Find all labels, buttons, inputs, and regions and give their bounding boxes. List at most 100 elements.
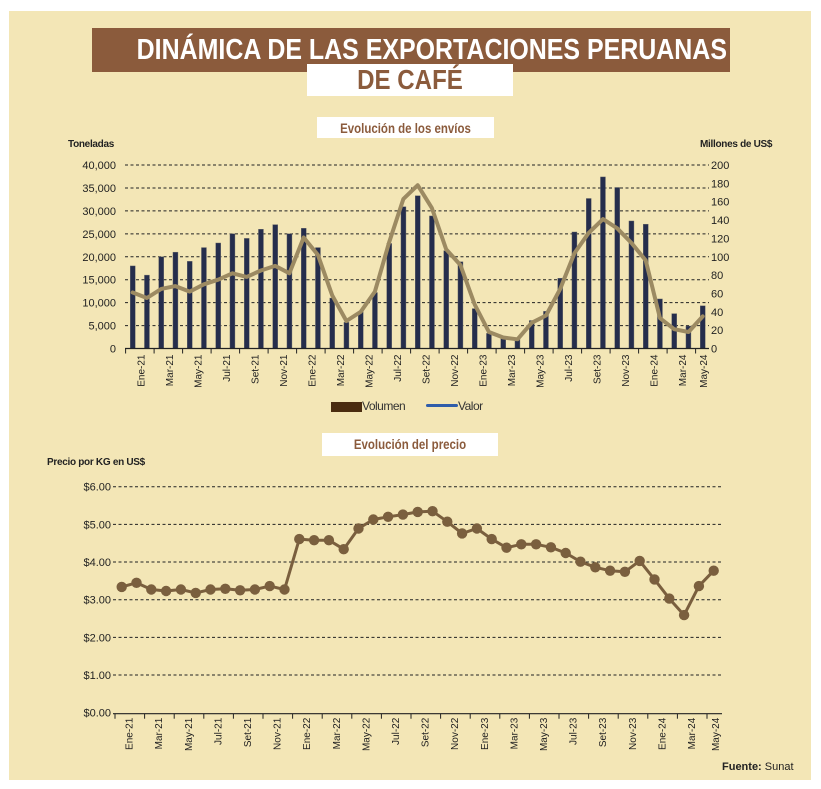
- chart1-left-axis-title: Toneladas: [68, 139, 115, 150]
- point-precio: [190, 587, 201, 599]
- chart2-title: Evolución del precio: [353, 436, 467, 452]
- y-tick-label: $6.00: [83, 482, 111, 494]
- point-precio: [264, 580, 275, 592]
- x-tick-label: Nov-23: [628, 717, 639, 750]
- chart2-axis-title: Precio por KG en US$: [47, 457, 145, 468]
- left-tick-label: 20,000: [82, 252, 116, 264]
- x-tick-label: Set-21: [250, 354, 261, 384]
- point-precio: [220, 583, 231, 594]
- right-tick-label: 40: [711, 307, 723, 319]
- x-tick-label: Jul-23: [569, 717, 580, 745]
- point-precio: [146, 584, 157, 595]
- x-tick-label: Nov-21: [279, 354, 290, 387]
- x-tick-label: May-24: [711, 717, 722, 751]
- point-precio: [442, 516, 453, 527]
- point-precio: [175, 584, 187, 595]
- chart1-right-axis-title: Millones de US$: [700, 139, 773, 150]
- right-tick-label: 120: [711, 233, 729, 245]
- x-tick-label: Set-21: [243, 717, 254, 747]
- left-tick-label: 25,000: [82, 229, 116, 241]
- y-tick-label: $5.00: [83, 519, 111, 531]
- point-precio: [545, 542, 557, 553]
- x-tick-label: Ene-24: [649, 354, 660, 387]
- x-tick-label: Mar-22: [336, 354, 347, 386]
- point-precio: [486, 533, 497, 545]
- chart2-title-box: Evolución del precio: [322, 433, 498, 456]
- right-tick-label: 140: [711, 215, 729, 227]
- point-precio: [604, 565, 616, 576]
- y-tick-label: $4.00: [83, 557, 111, 569]
- x-tick-label: Nov-23: [621, 354, 632, 387]
- x-tick-label: Set-22: [421, 717, 432, 747]
- x-tick-label: Mar-22: [332, 717, 343, 749]
- point-precio: [249, 584, 261, 595]
- source-note: Fuente: Sunat: [722, 761, 794, 773]
- left-tick-label: 5,000: [88, 321, 116, 333]
- point-precio: [678, 609, 690, 621]
- point-precio: [382, 511, 394, 522]
- source-label: Fuente:: [722, 761, 762, 773]
- right-tick-label: 80: [711, 270, 723, 282]
- x-tick-label: May-24: [699, 354, 710, 388]
- point-precio: [323, 535, 335, 546]
- right-tick-label: 60: [711, 288, 723, 300]
- point-precio: [575, 556, 586, 567]
- page-subtitle: DE CAFÉ: [357, 64, 463, 95]
- point-precio: [338, 544, 349, 555]
- left-tick-label: 0: [110, 344, 116, 356]
- x-tick-label: Ene-23: [480, 717, 491, 750]
- x-tick-label: May-22: [364, 354, 375, 388]
- x-tick-label: Nov-21: [273, 717, 284, 750]
- y-tick-label: $3.00: [83, 595, 111, 607]
- x-tick-label: May-21: [193, 354, 204, 388]
- right-tick-label: 200: [711, 160, 729, 172]
- right-tick-label: 160: [711, 197, 729, 209]
- legend-valor-label: Valor: [458, 399, 483, 413]
- point-precio: [501, 542, 512, 553]
- left-tick-label: 40,000: [82, 160, 116, 172]
- x-tick-label: Ene-21: [136, 354, 147, 387]
- right-tick-label: 20: [711, 325, 723, 337]
- chart1-title: Evolución de los envíos: [340, 120, 471, 136]
- point-precio: [427, 506, 438, 517]
- point-precio: [308, 535, 320, 546]
- point-precio: [664, 593, 675, 604]
- point-precio: [649, 574, 660, 585]
- y-tick-label: $0.00: [83, 708, 111, 720]
- left-tick-label: 10,000: [82, 298, 116, 310]
- x-tick-label: Ene-21: [125, 717, 136, 750]
- point-precio: [234, 585, 246, 596]
- x-tick-label: May-21: [184, 717, 195, 751]
- x-tick-label: Set-22: [421, 354, 432, 384]
- x-tick-label: May-23: [535, 354, 546, 388]
- x-tick-label: Jul-22: [393, 354, 404, 382]
- y-tick-label: $2.00: [83, 632, 111, 644]
- subtitle-box: DE CAFÉ: [307, 64, 513, 96]
- legend-volumen-swatch: [331, 402, 362, 412]
- x-tick-label: Mar-23: [509, 717, 520, 749]
- point-precio: [279, 584, 290, 595]
- point-precio: [131, 577, 142, 588]
- x-tick-label: Nov-22: [450, 717, 461, 750]
- right-tick-label: 0: [711, 344, 717, 356]
- source-value: Sunat: [764, 761, 794, 773]
- x-tick-label: Ene-23: [478, 354, 489, 387]
- right-tick-label: 100: [711, 252, 729, 264]
- point-precio: [294, 533, 305, 545]
- x-tick-label: Jul-21: [222, 354, 233, 382]
- x-tick-label: May-22: [361, 717, 372, 751]
- point-precio: [471, 523, 483, 534]
- title-banner: DINÁMICA DE LAS EXPORTACIONES PERUANAS: [92, 28, 730, 72]
- point-precio: [634, 555, 645, 567]
- x-tick-label: Jul-23: [564, 354, 575, 382]
- point-precio: [397, 509, 409, 520]
- point-precio: [353, 523, 364, 534]
- x-tick-label: Set-23: [592, 354, 603, 384]
- x-tick-label: Ene-24: [657, 717, 668, 750]
- point-precio: [456, 528, 468, 539]
- left-tick-label: 35,000: [82, 183, 116, 195]
- left-tick-label: 30,000: [82, 206, 116, 218]
- x-tick-label: Jul-22: [391, 717, 402, 745]
- point-precio: [693, 580, 705, 592]
